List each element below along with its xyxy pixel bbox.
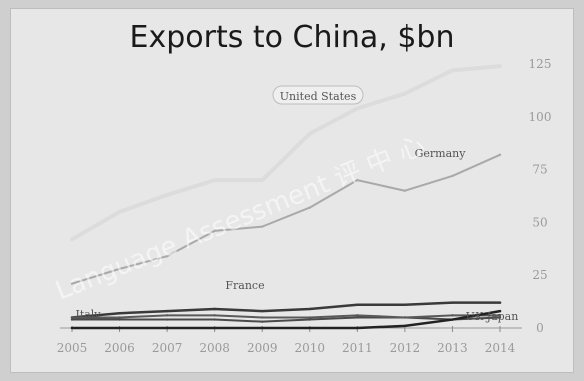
y-tick-label: 125: [529, 57, 552, 71]
data-point: [308, 307, 311, 311]
series-line-france: [70, 301, 502, 319]
series-label: France: [225, 279, 264, 292]
data-point: [118, 326, 121, 330]
series-label: Germany: [415, 147, 467, 160]
data-point: [118, 318, 121, 321]
x-tick-label: 2007: [152, 341, 183, 355]
data-point: [70, 316, 74, 319]
data-point: [498, 314, 502, 317]
series-label: Italy: [75, 308, 101, 321]
data-point: [308, 316, 311, 319]
series-line-uk-japan: [70, 309, 502, 330]
data-point: [213, 318, 216, 321]
data-point: [165, 309, 169, 313]
data-point: [451, 174, 454, 178]
y-tick-label: 0: [536, 321, 544, 335]
data-point: [498, 316, 502, 319]
data-point: [213, 178, 216, 182]
chart-title: Exports to China, $bn: [129, 20, 455, 55]
data-point: [403, 324, 407, 328]
y-tick-label: 25: [532, 268, 547, 282]
data-point: [498, 153, 502, 157]
data-point: [403, 189, 407, 192]
data-point: [70, 318, 74, 321]
data-point: [118, 210, 121, 214]
data-point: [70, 326, 74, 330]
y-tick-label: 100: [529, 110, 552, 124]
data-point: [213, 314, 216, 317]
data-point: [356, 326, 359, 330]
x-tick-label: 2011: [342, 341, 373, 355]
data-point: [403, 316, 407, 319]
data-point: [165, 193, 169, 197]
data-point: [498, 309, 502, 313]
x-tick-label: 2006: [104, 341, 135, 355]
data-point: [451, 318, 454, 321]
data-point: [261, 178, 264, 182]
y-tick-label: 75: [532, 163, 547, 177]
data-point: [308, 318, 311, 321]
series-line-italy: [71, 314, 501, 319]
data-point: [308, 206, 311, 209]
data-point: [356, 316, 359, 319]
data-point: [308, 132, 311, 135]
data-point: [261, 316, 264, 319]
data-point: [261, 309, 264, 313]
data-point: [498, 64, 502, 68]
data-point: [451, 69, 454, 72]
x-tick-label: 2005: [57, 341, 88, 355]
data-point: [261, 225, 264, 228]
data-point: [165, 314, 169, 317]
data-point: [356, 314, 359, 317]
data-point: [70, 282, 74, 285]
series-label: UK Japan: [466, 310, 519, 323]
data-point: [118, 316, 121, 319]
data-point: [165, 254, 169, 258]
data-point: [451, 301, 454, 304]
data-point: [498, 301, 502, 304]
series-label-box: [272, 85, 364, 105]
x-tick-label: 2013: [437, 341, 468, 355]
x-tick-label: 2009: [247, 341, 278, 355]
series-line-united-states: [70, 64, 502, 242]
data-point: [118, 312, 121, 315]
data-point: [165, 318, 169, 321]
series-line-germany: [71, 153, 501, 285]
data-point: [165, 326, 169, 330]
data-point: [213, 307, 216, 311]
data-point: [261, 326, 264, 330]
data-point: [356, 178, 359, 182]
series-line-uk: [71, 316, 501, 323]
data-point: [451, 314, 454, 317]
data-point: [403, 303, 407, 306]
data-point: [261, 320, 264, 323]
data-point: [356, 303, 359, 306]
x-tick-label: 2008: [199, 341, 230, 355]
series-label: United States: [280, 90, 357, 103]
x-tick-label: 2014: [485, 341, 516, 355]
data-point: [118, 267, 121, 271]
y-tick-label: 50: [532, 215, 547, 229]
data-point: [308, 326, 311, 330]
data-point: [356, 107, 359, 110]
data-point: [403, 92, 407, 95]
data-point: [213, 326, 216, 330]
x-tick-label: 2012: [390, 341, 421, 355]
data-point: [70, 238, 74, 241]
data-point: [213, 229, 216, 233]
x-tick-label: 2010: [295, 341, 326, 355]
